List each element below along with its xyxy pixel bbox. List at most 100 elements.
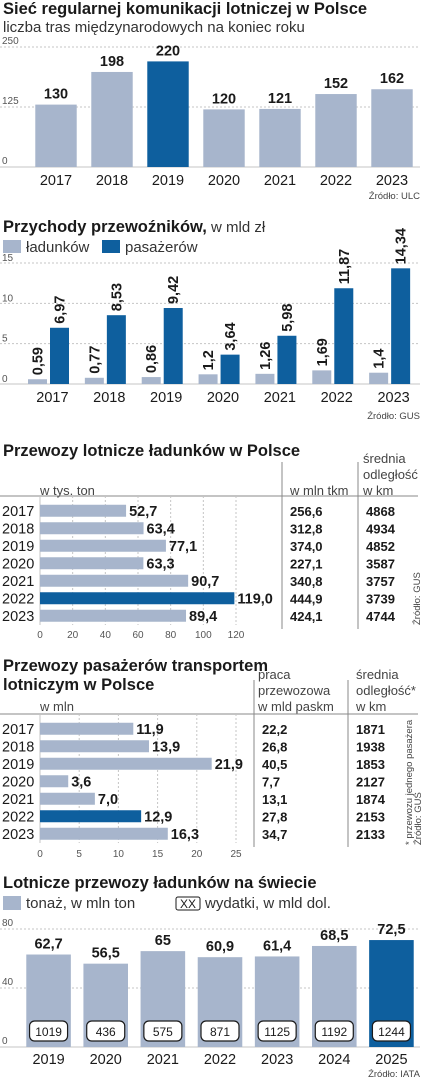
value-box-label: 871 (210, 1025, 230, 1039)
value-box (86, 1020, 126, 1042)
x-tick-label: 10 (113, 849, 125, 860)
routes-source: Źródło: ULC (369, 191, 420, 202)
legend-label: pasażerów (125, 239, 198, 256)
bar-value-label: 62,7 (34, 937, 62, 953)
bar (203, 109, 245, 167)
pax-title-2: lotniczym w Polsce (3, 676, 154, 694)
bar (259, 108, 301, 167)
bar (312, 370, 332, 384)
bar (35, 104, 77, 167)
x-tick-label: 2018 (96, 173, 128, 189)
y-tick-label: 2021 (2, 574, 34, 590)
bar-value-label: 5,98 (280, 304, 296, 332)
x-tick-label: 20 (67, 630, 79, 641)
x-tick-label: 2019 (152, 173, 184, 189)
bar (40, 722, 134, 735)
x-tick-label: 2022 (320, 173, 352, 189)
pax-col-bar-header: w mln (39, 699, 74, 714)
y-tick-label: 40 (2, 977, 14, 988)
routes-subtitle: liczba tras międzynarodowych na koniec r… (3, 19, 305, 36)
x-tick-label: 2025 (375, 1052, 407, 1068)
bar (391, 268, 411, 384)
table-cell-a: 27,8 (262, 809, 287, 824)
table-cell-a: 374,0 (290, 539, 323, 554)
bar-value-label: 220 (156, 43, 180, 59)
bar-value-label: 0,59 (31, 347, 47, 375)
bar-value-label: 60,9 (206, 939, 234, 955)
bar-value-label: 63,4 (147, 521, 175, 537)
bar-value-label: 130 (44, 87, 68, 103)
pax-col-a-header-2: przewozowa (258, 683, 331, 698)
x-tick-label: 120 (228, 630, 245, 641)
bar-value-label: 152 (324, 76, 348, 92)
table-cell-a: 424,1 (290, 609, 323, 624)
table-cell-b: 4868 (366, 504, 395, 519)
table-cell-b: 4934 (366, 521, 396, 536)
y-tick-label: 5 (2, 334, 8, 345)
revenue-source: Źródło: GUS (367, 411, 420, 422)
cargo-col-b-header-2: odległość (363, 467, 418, 482)
y-tick-label: 2020 (2, 556, 34, 572)
bar (141, 377, 161, 384)
bar (147, 61, 189, 167)
routes-chart: 0 125 250 130 2017 198 2018 220 2019 120 2020 121 20… (0, 36, 420, 189)
y-tick-label: 2017 (2, 722, 34, 738)
value-box-label: 436 (96, 1025, 116, 1039)
cargo-col-b-header-1: średnia (363, 451, 406, 466)
table-cell-a: 256,6 (290, 504, 323, 519)
world-source: Źródło: IATA (368, 1069, 421, 1080)
x-tick-label: 0 (37, 849, 43, 860)
bar (40, 574, 189, 587)
bar (163, 308, 183, 384)
pax-title-1: Przewozy pasażerów transportem (3, 657, 268, 675)
legend-label: wydatki, w mld dol. (204, 895, 331, 912)
y-tick-label: 2021 (2, 792, 34, 808)
x-tick-label: 80 (165, 630, 177, 641)
x-tick-label: 2019 (32, 1052, 64, 1068)
revenue-title: Przychody przewoźników, w mld zł (3, 218, 266, 236)
table-cell-a: 22,2 (262, 722, 287, 737)
legend-box-symbol: XX (180, 897, 196, 911)
x-tick-label: 60 (132, 630, 144, 641)
bar-value-label: 1,4 (372, 349, 388, 369)
table-cell-a: 340,8 (290, 574, 323, 589)
table-cell-a: 34,7 (262, 827, 287, 842)
bar (198, 374, 218, 384)
x-tick-label: 25 (230, 849, 242, 860)
bar (277, 335, 297, 384)
bar-value-label: 3,6 (71, 774, 91, 790)
section-revenue: Przychody przewoźników, w mld zł ładunkó… (0, 218, 420, 422)
table-cell-a: 444,9 (290, 591, 323, 606)
x-tick-label: 2020 (207, 390, 239, 406)
bar (40, 740, 149, 753)
table-cell-a: 26,8 (262, 739, 287, 754)
y-tick-label: 0 (2, 1036, 8, 1047)
bar-value-label: 198 (100, 54, 124, 70)
bar-value-label: 119,0 (237, 591, 273, 607)
bar (40, 557, 144, 570)
bar-value-label: 0,77 (87, 346, 103, 374)
bar-value-label: 90,7 (191, 574, 219, 590)
section-routes: Sieć regularnej komunikacji lotniczej w … (0, 0, 420, 202)
x-tick-label: 2022 (204, 1052, 236, 1068)
bar-value-label: 77,1 (169, 539, 197, 555)
x-tick-label: 15 (152, 849, 164, 860)
cargo-col-b-header-3: w km (362, 483, 393, 498)
section-passengers-poland: Przewozy pasażerów transportem lotniczym… (0, 657, 424, 860)
table-cell-b: 4744 (366, 609, 396, 624)
bar (315, 94, 357, 167)
bar (84, 377, 104, 384)
revenue-legend: ładunków pasażerów (3, 239, 198, 256)
table-cell-b: 1874 (356, 792, 386, 807)
value-box-label: 1019 (35, 1025, 62, 1039)
value-box (200, 1020, 240, 1042)
bar (40, 609, 187, 622)
cargo-col-bar-header: w tys. ton (39, 483, 95, 498)
table-cell-b: 1871 (356, 722, 385, 737)
legend-swatch (3, 240, 21, 253)
table-cell-a: 227,1 (290, 556, 323, 571)
pax-col-b-header-3: w km (355, 699, 386, 714)
x-tick-label: 2017 (36, 390, 68, 406)
y-tick-label: 80 (2, 918, 14, 929)
bar (220, 354, 240, 384)
